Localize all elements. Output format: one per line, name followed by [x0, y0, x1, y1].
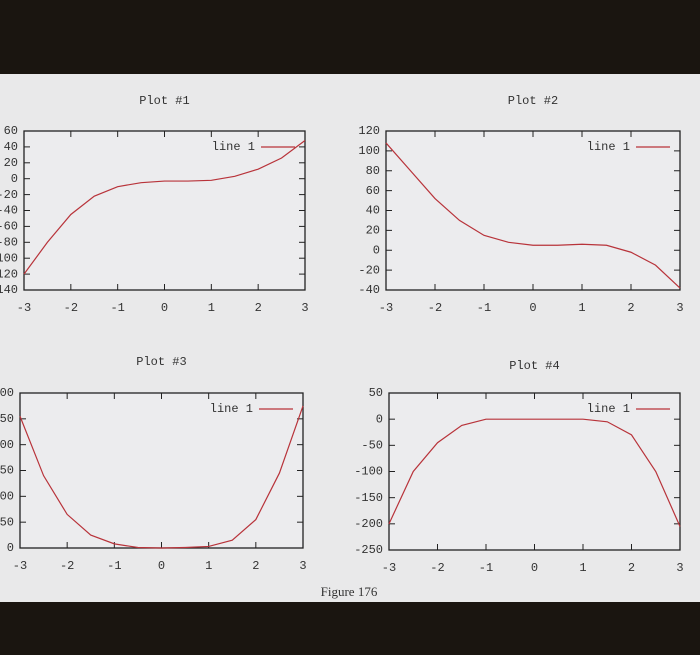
y-tick-label: -40	[0, 204, 18, 218]
y-tick-label: -80	[0, 235, 18, 249]
plot-area	[388, 392, 681, 551]
y-tick-label: 300	[0, 386, 14, 400]
y-tick-label: 80	[366, 164, 380, 178]
x-tick-label: 1	[205, 559, 212, 573]
y-tick-label: -40	[358, 283, 380, 297]
data-line	[23, 140, 306, 275]
x-tick-label: -3	[379, 301, 393, 315]
y-tick-label: 100	[358, 144, 380, 158]
x-tick-label: 2	[628, 561, 635, 575]
x-tick-label: 2	[252, 559, 259, 573]
x-tick-label: -1	[110, 301, 124, 315]
y-tick-label: -250	[354, 543, 383, 557]
y-tick-label: 20	[366, 224, 380, 238]
y-tick-label: 60	[4, 124, 18, 138]
x-tick-label: -2	[60, 559, 74, 573]
y-tick-label: 0	[11, 172, 18, 186]
y-tick-label: 50	[369, 386, 383, 400]
legend-label: line 1	[210, 402, 253, 416]
y-tick-label: 40	[366, 204, 380, 218]
y-tick-label: 40	[4, 140, 18, 154]
y-tick-label: -50	[361, 439, 383, 453]
data-line	[385, 142, 681, 289]
x-tick-label: 3	[676, 561, 683, 575]
y-tick-label: -150	[354, 491, 383, 505]
x-tick-label: 1	[579, 561, 586, 575]
y-tick-label: -60	[0, 220, 18, 234]
chart-title: Plot #1	[139, 94, 189, 108]
plot-area	[19, 392, 304, 549]
plot-area	[23, 130, 306, 291]
x-tick-label: -2	[428, 301, 442, 315]
y-tick-label: -140	[0, 283, 18, 297]
y-tick-label: -20	[0, 188, 18, 202]
x-tick-label: 3	[299, 559, 306, 573]
y-tick-label: 50	[0, 515, 14, 529]
x-tick-label: -1	[107, 559, 121, 573]
x-tick-label: 0	[529, 301, 536, 315]
y-tick-label: -100	[354, 465, 383, 479]
chart-title: Plot #4	[509, 359, 559, 373]
x-tick-label: -3	[13, 559, 27, 573]
x-tick-label: 0	[158, 559, 165, 573]
x-tick-label: -1	[477, 301, 491, 315]
x-tick-label: -2	[430, 561, 444, 575]
x-tick-label: 3	[301, 301, 308, 315]
y-tick-label: 120	[358, 124, 380, 138]
y-tick-label: 20	[4, 156, 18, 170]
y-tick-label: 0	[373, 243, 380, 257]
data-line	[19, 405, 304, 549]
x-tick-label: 2	[255, 301, 262, 315]
x-tick-label: 3	[676, 301, 683, 315]
x-tick-label: 0	[531, 561, 538, 575]
y-tick-label: 100	[0, 490, 14, 504]
legend-label: line 1	[587, 140, 630, 154]
x-tick-label: -1	[479, 561, 493, 575]
x-tick-label: 1	[208, 301, 215, 315]
y-tick-label: 250	[0, 412, 14, 426]
x-tick-label: -3	[17, 301, 31, 315]
y-tick-label: -100	[0, 251, 18, 265]
y-tick-label: 200	[0, 438, 14, 452]
y-tick-label: -20	[358, 263, 380, 277]
legend-label: line 1	[587, 402, 630, 416]
x-tick-label: -2	[64, 301, 78, 315]
plot-area	[385, 130, 681, 291]
y-tick-label: -200	[354, 517, 383, 531]
data-line	[388, 418, 681, 527]
figure-caption: Figure 176	[321, 584, 378, 599]
x-tick-label: 0	[161, 301, 168, 315]
chart-title: Plot #2	[508, 94, 558, 108]
x-tick-label: 1	[578, 301, 585, 315]
legend-label: line 1	[212, 140, 255, 154]
y-tick-label: 0	[376, 412, 383, 426]
y-tick-label: 150	[0, 464, 14, 478]
y-tick-label: 60	[366, 184, 380, 198]
y-tick-label: 0	[7, 541, 14, 555]
x-tick-label: -3	[382, 561, 396, 575]
y-tick-label: -120	[0, 267, 18, 281]
chart-title: Plot #3	[136, 355, 186, 369]
x-tick-label: 2	[627, 301, 634, 315]
